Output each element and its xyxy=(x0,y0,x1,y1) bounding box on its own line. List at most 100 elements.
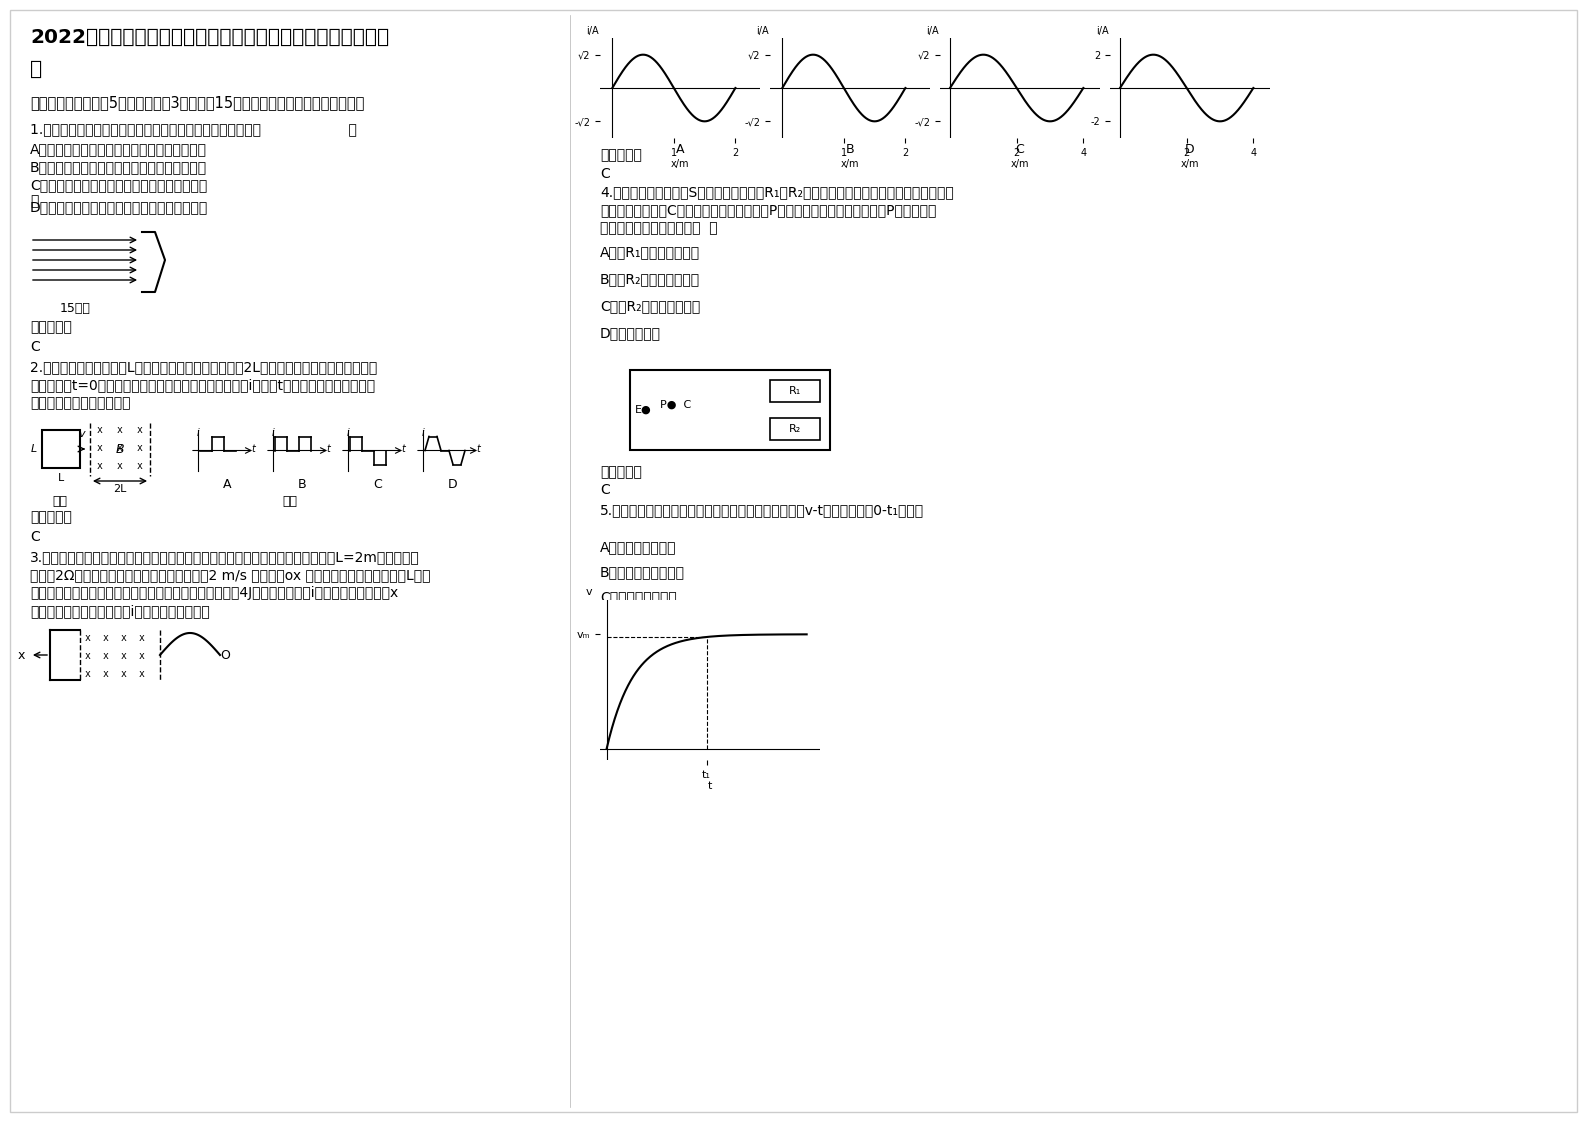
Bar xyxy=(770,419,820,440)
Y-axis label: v: v xyxy=(586,587,592,597)
Text: 空气平行板电容器C两水平极板间的带电尘埃P恰好处于静止状态。要使尘埃P向下加速运: 空气平行板电容器C两水平极板间的带电尘埃P恰好处于静止状态。要使尘埃P向下加速运 xyxy=(600,203,936,217)
Text: x: x xyxy=(121,669,127,679)
Text: D: D xyxy=(1185,142,1195,156)
Text: $\frac{1}{2}v_m t_1$: $\frac{1}{2}v_m t_1$ xyxy=(679,610,722,635)
Text: E●: E● xyxy=(635,405,652,415)
Text: 参考答案：: 参考答案： xyxy=(600,465,641,479)
Y-axis label: i/A: i/A xyxy=(925,26,938,36)
Text: t: t xyxy=(251,443,256,453)
Text: D．人从左侧向右看，可看到彩色条纹竖直排列: D．人从左侧向右看，可看到彩色条纹竖直排列 xyxy=(30,200,208,214)
Text: D: D xyxy=(448,478,457,491)
Text: x: x xyxy=(97,461,103,471)
Text: i: i xyxy=(422,427,424,438)
Text: x: x xyxy=(117,443,122,453)
Text: 5.（单选）跳伞运动员在下降过程中沿竖直方向运动的v-t图象如图，则0-t₁过程中: 5.（单选）跳伞运动员在下降过程中沿竖直方向运动的v-t图象如图，则0-t₁过程… xyxy=(600,503,924,517)
Y-axis label: i/A: i/A xyxy=(1095,26,1108,36)
Text: x: x xyxy=(17,649,25,662)
Text: 1.如图所示，一束白光从左侧射入竖直放置的肥皂薄膜，则（                    ）: 1.如图所示，一束白光从左侧射入竖直放置的肥皂薄膜，则（ ） xyxy=(30,122,357,136)
Text: x: x xyxy=(86,669,90,679)
Text: x: x xyxy=(86,633,90,643)
Text: x: x xyxy=(117,425,122,435)
Text: x: x xyxy=(103,633,110,643)
Text: x: x xyxy=(97,443,103,453)
Text: 直线框平面的匀强磁场区，该过程中线框产生的焦耳热为4J，则线框中电流i随线框左端点的位移x: 直线框平面的匀强磁场区，该过程中线框产生的焦耳热为4J，则线框中电流i随线框左端… xyxy=(30,586,398,600)
Text: D．位移为: D．位移为 xyxy=(600,614,644,628)
Text: 参考答案：: 参考答案： xyxy=(30,320,71,334)
Text: 场的时刻为t=0，则在图乙中，能正确反映线框感应电流i随时间t变化规律的是（规定线框: 场的时刻为t=0，则在图乙中，能正确反映线框感应电流i随时间t变化规律的是（规定… xyxy=(30,378,375,392)
Bar xyxy=(770,380,820,402)
Text: 2.如图甲所示，一边长为L的正方形导线框，匀速穿过宽2L的匀强磁场区域．取它刚进入磁: 2.如图甲所示，一边长为L的正方形导线框，匀速穿过宽2L的匀强磁场区域．取它刚进… xyxy=(30,360,378,374)
Text: L: L xyxy=(57,473,63,482)
Text: 参考答案：: 参考答案： xyxy=(30,511,71,524)
X-axis label: x/m: x/m xyxy=(1011,159,1030,169)
Text: x: x xyxy=(136,443,143,453)
Text: C: C xyxy=(600,167,609,181)
Text: 2022年四川省广元市利州中学高三物理下学期期末试卷含解析: 2022年四川省广元市利州中学高三物理下学期期末试卷含解析 xyxy=(30,28,389,47)
Text: B．人从右侧向左看，可看到彩色条纹竖直排列: B．人从右侧向左看，可看到彩色条纹竖直排列 xyxy=(30,160,208,174)
Text: x: x xyxy=(117,461,122,471)
Text: 4.如图所示电路，开关S原来是闭合的，当R₁、R₂的滑片刚好处于各自的中点位置时，悬在: 4.如图所示电路，开关S原来是闭合的，当R₁、R₂的滑片刚好处于各自的中点位置时… xyxy=(600,185,954,199)
Text: x: x xyxy=(136,461,143,471)
Text: C: C xyxy=(1016,142,1024,156)
Text: x: x xyxy=(121,651,127,661)
Text: 图甲: 图甲 xyxy=(52,495,68,508)
X-axis label: t: t xyxy=(708,781,713,791)
Text: A．速度一直在增大: A．速度一直在增大 xyxy=(600,540,676,554)
Text: A: A xyxy=(224,478,232,491)
Text: i: i xyxy=(271,427,275,438)
Text: C．人从左侧向右看，可看到彩色条纹水平排列
列: C．人从左侧向右看，可看到彩色条纹水平排列 列 xyxy=(30,178,208,209)
Text: B．加速度一直在增大: B．加速度一直在增大 xyxy=(600,565,686,579)
Y-axis label: i/A: i/A xyxy=(586,26,598,36)
Text: 图乙: 图乙 xyxy=(282,495,297,508)
Text: B: B xyxy=(116,443,124,456)
Text: C: C xyxy=(30,530,40,544)
Text: A．把R₁的滑片向左移动: A．把R₁的滑片向左移动 xyxy=(600,245,700,259)
Text: 3.有一闭合金属线框，其曲线部分恰好是某个正弦曲线的正半周，直线部分的长度L=2m，线框的总: 3.有一闭合金属线框，其曲线部分恰好是某个正弦曲线的正半周，直线部分的长度L=2… xyxy=(30,550,419,564)
Text: B．把R₂的滑片向左移动: B．把R₂的滑片向左移动 xyxy=(600,272,700,286)
Text: B: B xyxy=(298,478,306,491)
Text: C: C xyxy=(30,340,40,355)
Text: 一、选择题：本题共5小题，每小题3分，共计15分．每小题只有一个选项符合题意: 一、选择题：本题共5小题，每小题3分，共计15分．每小题只有一个选项符合题意 xyxy=(30,95,365,110)
Text: D．把开关断开: D．把开关断开 xyxy=(600,327,662,340)
Bar xyxy=(630,370,830,450)
Y-axis label: i/A: i/A xyxy=(755,26,768,36)
Bar xyxy=(41,430,79,468)
Text: B: B xyxy=(846,142,854,156)
Text: x: x xyxy=(140,633,144,643)
Text: i: i xyxy=(197,427,200,438)
Text: C．把R₂的滑片向右移动: C．把R₂的滑片向右移动 xyxy=(600,298,700,313)
Text: 参考答案：: 参考答案： xyxy=(600,148,641,162)
X-axis label: x/m: x/m xyxy=(1181,159,1200,169)
Text: 电阻为2Ω，若线框从图示虚线位置出发始终以2 m/s 的速度沿ox 方向向左匀速穿过宽度也为L的垂: 电阻为2Ω，若线框从图示虚线位置出发始终以2 m/s 的速度沿ox 方向向左匀速… xyxy=(30,568,430,582)
Text: t: t xyxy=(402,443,405,453)
Text: 2L: 2L xyxy=(113,484,127,494)
Text: x: x xyxy=(121,633,127,643)
Text: P●  C: P● C xyxy=(660,401,692,410)
Text: v: v xyxy=(79,429,86,439)
Text: x: x xyxy=(103,651,110,661)
Text: A: A xyxy=(676,142,684,156)
Text: 变化的图象正确的是（电流i取顺时针方向为正）: 变化的图象正确的是（电流i取顺时针方向为正） xyxy=(30,604,209,618)
Text: x: x xyxy=(103,669,110,679)
Text: L: L xyxy=(30,444,37,454)
Text: x: x xyxy=(97,425,103,435)
Text: x: x xyxy=(136,425,143,435)
Text: 15题图: 15题图 xyxy=(60,302,90,315)
X-axis label: x/m: x/m xyxy=(841,159,859,169)
Text: O: O xyxy=(221,649,230,662)
Text: R₁: R₁ xyxy=(789,386,801,396)
Text: t: t xyxy=(476,443,479,453)
Text: 动，下列方法中可行的是（  ）: 动，下列方法中可行的是（ ） xyxy=(600,221,717,234)
Text: x: x xyxy=(86,651,90,661)
Text: R₂: R₂ xyxy=(789,424,801,434)
Text: 析: 析 xyxy=(30,59,43,79)
X-axis label: x/m: x/m xyxy=(671,159,689,169)
Text: A．人从右侧向左看，可看到彩色条纹水平排列: A．人从右侧向左看，可看到彩色条纹水平排列 xyxy=(30,142,206,156)
Text: x: x xyxy=(140,669,144,679)
Text: x: x xyxy=(140,651,144,661)
Text: C: C xyxy=(373,478,382,491)
Text: 中电流沿逆时针方向为正）: 中电流沿逆时针方向为正） xyxy=(30,396,130,410)
Text: i: i xyxy=(346,427,349,438)
Text: C: C xyxy=(600,482,609,497)
Text: C．机械能保持不变: C．机械能保持不变 xyxy=(600,590,676,604)
